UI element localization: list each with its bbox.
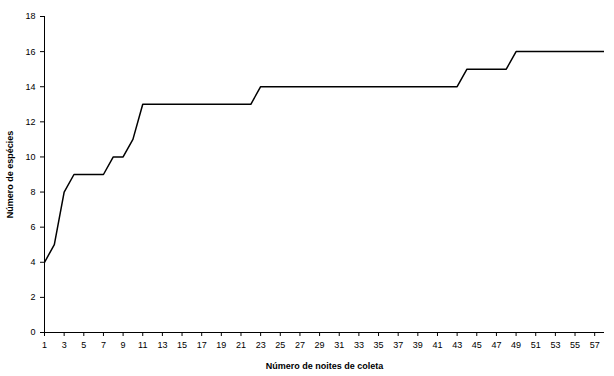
- svg-text:35: 35: [374, 340, 384, 350]
- svg-text:39: 39: [413, 340, 423, 350]
- svg-text:15: 15: [177, 340, 187, 350]
- svg-text:14: 14: [25, 82, 35, 92]
- svg-text:5: 5: [81, 340, 86, 350]
- svg-text:53: 53: [550, 340, 560, 350]
- svg-text:29: 29: [315, 340, 325, 350]
- svg-text:41: 41: [432, 340, 442, 350]
- svg-text:2: 2: [30, 292, 35, 302]
- svg-text:7: 7: [101, 340, 106, 350]
- svg-text:17: 17: [197, 340, 207, 350]
- svg-text:Número de noites de coleta: Número de noites de coleta: [266, 361, 385, 371]
- svg-text:43: 43: [452, 340, 462, 350]
- svg-text:18: 18: [25, 11, 35, 21]
- svg-text:9: 9: [121, 340, 126, 350]
- svg-text:11: 11: [138, 340, 147, 350]
- svg-text:45: 45: [472, 340, 482, 350]
- svg-text:4: 4: [30, 257, 35, 267]
- svg-text:37: 37: [393, 340, 403, 350]
- svg-text:19: 19: [216, 340, 226, 350]
- svg-text:8: 8: [30, 187, 35, 197]
- svg-text:12: 12: [25, 117, 35, 127]
- svg-text:51: 51: [531, 340, 541, 350]
- svg-text:55: 55: [570, 340, 580, 350]
- svg-text:23: 23: [256, 340, 266, 350]
- svg-text:25: 25: [275, 340, 285, 350]
- svg-text:21: 21: [236, 340, 246, 350]
- svg-text:6: 6: [30, 222, 35, 232]
- svg-text:Número de espécies: Número de espécies: [5, 131, 15, 219]
- svg-text:47: 47: [491, 340, 501, 350]
- svg-text:1: 1: [42, 340, 47, 350]
- svg-text:0: 0: [30, 327, 35, 337]
- svg-text:57: 57: [590, 340, 600, 350]
- svg-text:13: 13: [157, 340, 167, 350]
- svg-text:27: 27: [295, 340, 305, 350]
- svg-text:31: 31: [334, 340, 344, 350]
- svg-text:10: 10: [25, 152, 35, 162]
- svg-text:49: 49: [511, 340, 521, 350]
- svg-text:33: 33: [354, 340, 364, 350]
- svg-text:3: 3: [62, 340, 67, 350]
- svg-text:16: 16: [25, 46, 35, 56]
